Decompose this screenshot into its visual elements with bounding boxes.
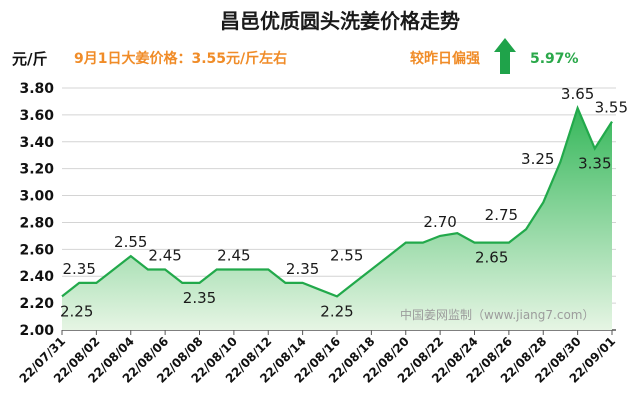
data-label: 2.45 xyxy=(217,247,250,265)
y-tick-label: 2.80 xyxy=(19,215,54,231)
y-tick-label: 3.60 xyxy=(19,108,54,124)
price-note: 9月1日大姜价格：3.55元/斤左右 xyxy=(74,50,287,67)
data-label: 3.65 xyxy=(561,85,594,103)
y-tick-label: 3.00 xyxy=(19,189,54,205)
change-label: 较昨日偏强 xyxy=(410,50,480,67)
data-label: 2.45 xyxy=(148,247,181,265)
y-tick-label: 3.80 xyxy=(19,81,54,97)
data-label: 2.75 xyxy=(485,206,518,224)
data-label: 2.55 xyxy=(330,247,363,265)
x-axis: 22/07/3122/08/0222/08/0422/08/0622/08/08… xyxy=(17,330,618,386)
price-area-fill xyxy=(62,108,612,330)
data-label: 2.35 xyxy=(183,289,216,307)
unit-label: 元/斤 xyxy=(12,50,47,68)
y-axis: 2.00 2.20 2.40 2.60 2.80 3.00 3.20 3.40 3.60 3.80 xyxy=(19,81,54,339)
data-label: 2.35 xyxy=(286,260,319,278)
up-arrow-icon xyxy=(494,38,516,74)
data-label: 2.70 xyxy=(423,213,456,231)
data-label: 3.55 xyxy=(595,99,628,117)
chart-title: 昌邑优质圆头洗姜价格走势 xyxy=(220,9,460,33)
y-tick-label: 3.40 xyxy=(19,135,54,151)
change-value: 5.97% xyxy=(530,51,579,67)
y-tick-label: 2.40 xyxy=(19,269,54,285)
price-line xyxy=(61,105,613,298)
data-label: 2.55 xyxy=(114,233,147,251)
data-label: 2.25 xyxy=(60,302,93,320)
data-label: 2.25 xyxy=(320,302,353,320)
watermark: 中国姜网监制（www.jiang7.com） xyxy=(400,307,594,322)
y-tick-label: 2.00 xyxy=(19,323,54,339)
y-tick-label: 3.20 xyxy=(19,162,54,178)
data-labels: 2.252.352.552.452.352.452.352.252.552.70… xyxy=(60,85,628,320)
y-tick-label: 2.20 xyxy=(19,296,54,312)
data-label: 2.35 xyxy=(62,260,95,278)
data-label: 3.35 xyxy=(578,155,611,173)
y-tick-label: 2.60 xyxy=(19,242,54,258)
data-label: 3.25 xyxy=(521,150,554,168)
data-label: 2.65 xyxy=(475,249,508,267)
